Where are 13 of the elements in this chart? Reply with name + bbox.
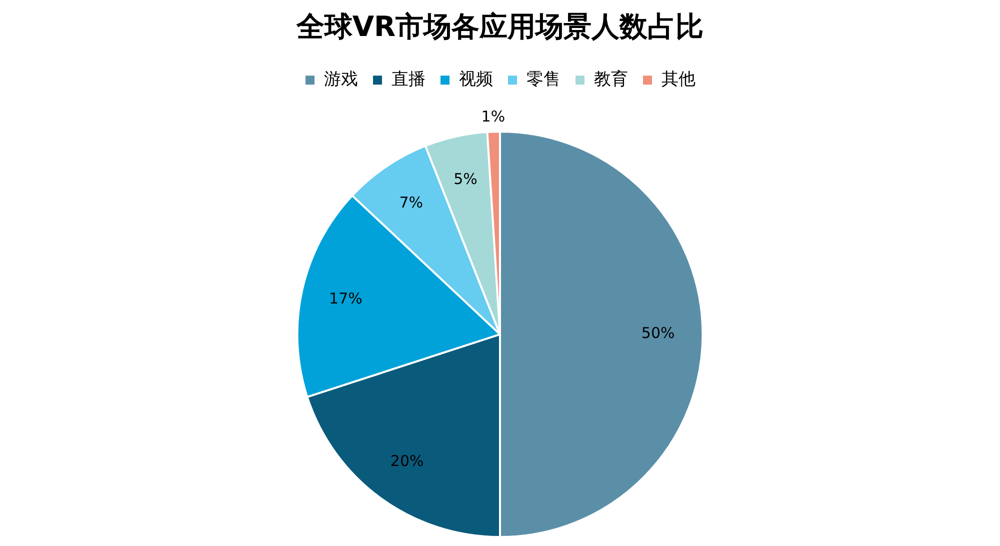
legend-label: 直播 (392, 70, 426, 90)
data-label: 20% (390, 452, 424, 470)
legend-label: 其他 (662, 70, 696, 90)
legend-label: 游戏 (324, 70, 358, 90)
data-label: 1% (481, 108, 506, 126)
data-label: 17% (329, 290, 362, 308)
data-label: 50% (641, 324, 675, 342)
chart-title: 全球VR市场各应用场景人数占比 (295, 10, 704, 44)
legend-label: 视频 (459, 70, 493, 90)
data-label: 5% (454, 170, 478, 188)
legend-label: 教育 (594, 70, 628, 90)
legend-label: 零售 (526, 70, 560, 90)
data-label: 7% (399, 193, 424, 212)
